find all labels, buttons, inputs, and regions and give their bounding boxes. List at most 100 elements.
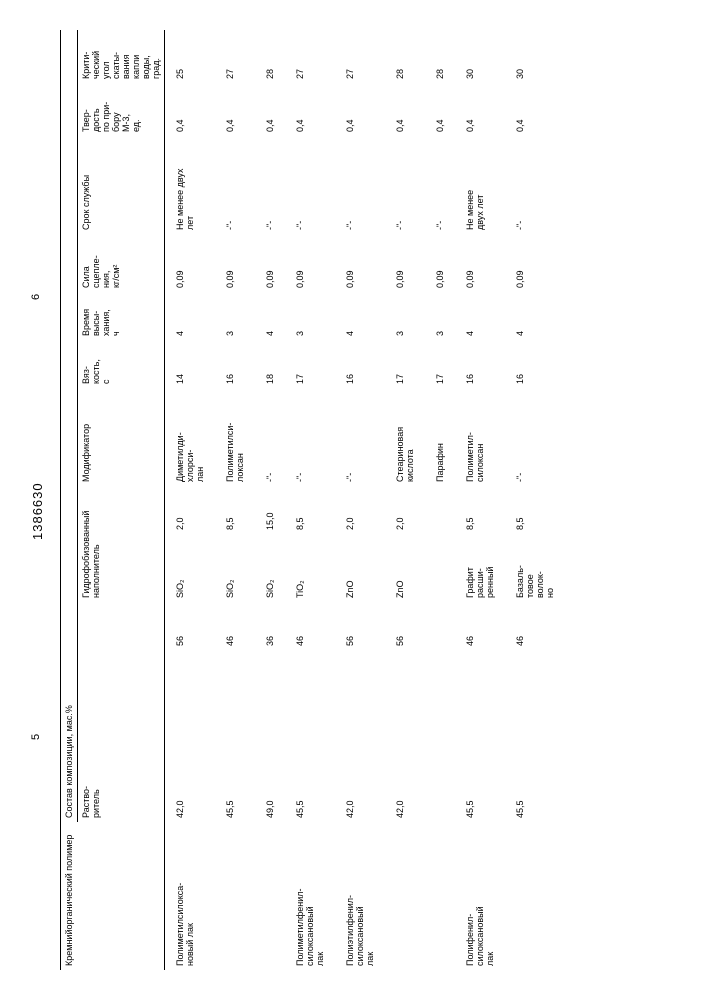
- cell-polymer: [215, 822, 255, 970]
- cell-viscosity: 17: [425, 340, 455, 388]
- table-row: Полиметилфенил-силоксановыйлак45,546TiO₂…: [285, 30, 335, 970]
- cell-angle: 27: [215, 30, 255, 83]
- cell-filler-name: Графитрасши-ренный: [455, 534, 505, 602]
- cell-angle: 30: [505, 30, 565, 83]
- cell-filler-name: [425, 534, 455, 602]
- cell-hardness: 0,4: [165, 83, 216, 136]
- cell-hardness: 0,4: [255, 83, 285, 136]
- cell-polymer-value: 42,0: [335, 650, 385, 822]
- cell-modifier: Стеариноваякислота: [385, 388, 425, 486]
- cell-angle: 28: [255, 30, 285, 83]
- cell-filler-name: Базаль-товоеволок-но: [505, 534, 565, 602]
- cell-modifier: Парафин: [425, 388, 455, 486]
- cell-filler-value: 15,0: [255, 486, 285, 534]
- cell-modifier: -"-: [255, 388, 285, 486]
- cell-modifier: -"-: [335, 388, 385, 486]
- cell-polymer-value: 42,0: [165, 650, 216, 822]
- cell-adhesion: 0,09: [335, 234, 385, 292]
- th-filler: Гидрофобизованный наполнитель: [78, 486, 165, 602]
- cell-adhesion: 0,09: [165, 234, 216, 292]
- cell-hardness: 0,4: [385, 83, 425, 136]
- cell-filler-value: 8,5: [505, 486, 565, 534]
- cell-polymer: [425, 822, 455, 970]
- cell-filler-value: 2,0: [335, 486, 385, 534]
- cell-adhesion: 0,09: [425, 234, 455, 292]
- th-angle: Крити-ческийуголскаты-ваниякапливоды,гра…: [78, 30, 165, 83]
- cell-dry: 3: [215, 292, 255, 340]
- cell-polymer-value: 45,5: [505, 650, 565, 822]
- cell-solvent: 46: [455, 602, 505, 650]
- cell-viscosity: 16: [505, 340, 565, 388]
- th-modifier: Модификатор: [78, 388, 165, 486]
- cell-filler-value: 8,5: [285, 486, 335, 534]
- cell-solvent: 56: [165, 602, 216, 650]
- cell-life: -"-: [425, 136, 455, 234]
- cell-filler-name: SiO₂: [255, 534, 285, 602]
- cell-adhesion: 0,09: [455, 234, 505, 292]
- cell-adhesion: 0,09: [215, 234, 255, 292]
- th-adhesion: Силасцепле-ния,кг/см²: [78, 234, 165, 292]
- cell-polymer-value: 42,0: [385, 650, 425, 822]
- cell-angle: 28: [425, 30, 455, 83]
- document-number: 1386630: [30, 482, 45, 540]
- table-row: Парафин1730,09-"-0,428: [425, 30, 455, 970]
- cell-adhesion: 0,09: [285, 234, 335, 292]
- cell-life: -"-: [215, 136, 255, 234]
- cell-modifier: Полиметилси-локсан: [215, 388, 255, 486]
- cell-viscosity: 16: [215, 340, 255, 388]
- cell-viscosity: 14: [165, 340, 216, 388]
- cell-filler-value: 8,5: [455, 486, 505, 534]
- cell-life: -"-: [285, 136, 335, 234]
- cell-solvent: 46: [285, 602, 335, 650]
- cell-polymer-value: 45,5: [455, 650, 505, 822]
- cell-viscosity: 16: [335, 340, 385, 388]
- composition-table: Кремнийорганический полимер Состав компо…: [60, 30, 565, 970]
- cell-filler-value: 8,5: [215, 486, 255, 534]
- cell-polymer: Полиметилфенил-силоксановыйлак: [285, 822, 335, 970]
- cell-modifier: -"-: [285, 388, 335, 486]
- th-composition: Состав композиции, мас.%: [61, 30, 78, 822]
- cell-hardness: 0,4: [455, 83, 505, 136]
- cell-dry: 4: [165, 292, 216, 340]
- cell-solvent: [425, 602, 455, 650]
- page-number-right: 6: [30, 294, 42, 300]
- cell-viscosity: 17: [385, 340, 425, 388]
- cell-polymer: [505, 822, 565, 970]
- cell-life: -"-: [505, 136, 565, 234]
- cell-polymer: [255, 822, 285, 970]
- th-hardness: Твер-достьпо при-боруМ-3,ед.: [78, 83, 165, 136]
- table-row: 49,036SiO₂15,0-"-1840,09-"-0,428: [255, 30, 285, 970]
- cell-polymer: Полиметилсилокса-новый лак: [165, 822, 216, 970]
- cell-adhesion: 0,09: [255, 234, 285, 292]
- cell-hardness: 0,4: [425, 83, 455, 136]
- cell-viscosity: 17: [285, 340, 335, 388]
- cell-filler-value: [425, 486, 455, 534]
- cell-dry: 3: [385, 292, 425, 340]
- cell-life: Не менее двухлет: [165, 136, 216, 234]
- cell-filler-value: 2,0: [385, 486, 425, 534]
- cell-hardness: 0,4: [335, 83, 385, 136]
- cell-dry: 4: [455, 292, 505, 340]
- cell-hardness: 0,4: [285, 83, 335, 136]
- th-polymer: Кремнийорганический полимер: [61, 822, 165, 970]
- cell-solvent: 46: [505, 602, 565, 650]
- cell-life: -"-: [385, 136, 425, 234]
- table-row: 42,056ZnO2,0Стеариноваякислота1730,09-"-…: [385, 30, 425, 970]
- th-life: Срок службы: [78, 136, 165, 234]
- cell-life: -"-: [335, 136, 385, 234]
- cell-dry: 4: [255, 292, 285, 340]
- cell-adhesion: 0,09: [505, 234, 565, 292]
- cell-solvent: 56: [335, 602, 385, 650]
- cell-polymer: [385, 822, 425, 970]
- page-number-left: 5: [30, 734, 42, 740]
- cell-filler-name: ZnO: [335, 534, 385, 602]
- cell-angle: 28: [385, 30, 425, 83]
- cell-solvent: 46: [215, 602, 255, 650]
- cell-modifier: -"-: [505, 388, 565, 486]
- cell-filler-name: SiO₂: [215, 534, 255, 602]
- table-row: Полиметилсилокса-новый лак42,056SiO₂2,0Д…: [165, 30, 216, 970]
- cell-dry: 4: [335, 292, 385, 340]
- cell-solvent: 36: [255, 602, 285, 650]
- cell-dry: 3: [425, 292, 455, 340]
- cell-modifier: Полиметил-силоксан: [455, 388, 505, 486]
